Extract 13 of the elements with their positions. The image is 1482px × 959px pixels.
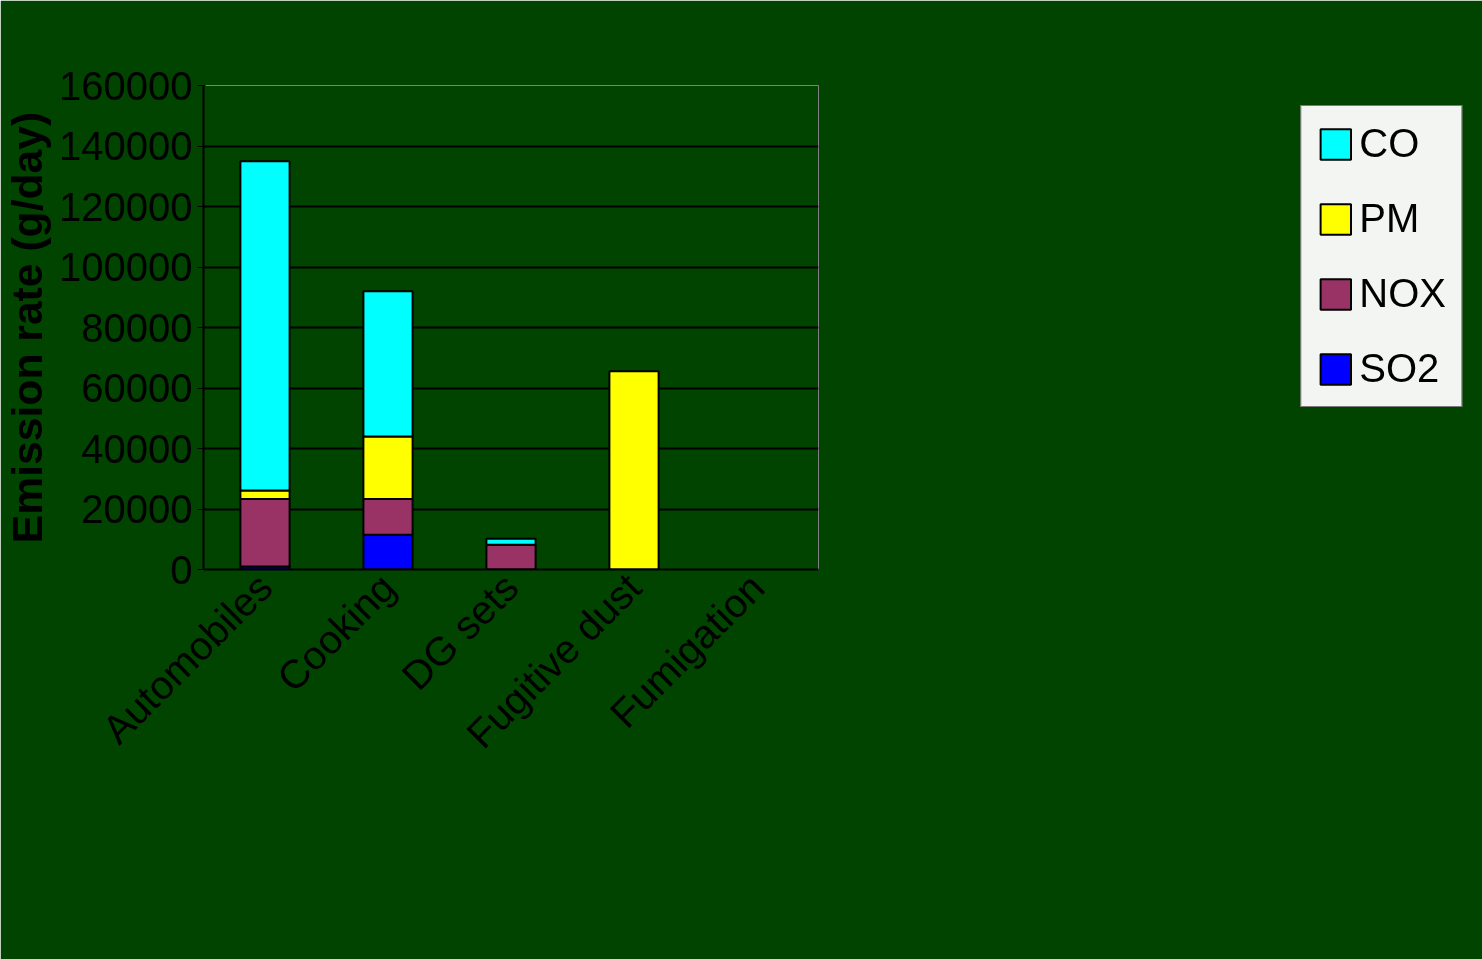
y-tick-label: 160000 bbox=[59, 63, 193, 108]
y-tick-label: 60000 bbox=[81, 366, 193, 410]
legend-label: SO2 bbox=[1359, 346, 1440, 391]
y-tick-label: 80000 bbox=[81, 305, 193, 350]
y-tick-label: 40000 bbox=[81, 426, 193, 471]
y-tick-label: 100000 bbox=[59, 245, 193, 289]
legend-label: PM bbox=[1359, 196, 1420, 241]
y-tick-label: 140000 bbox=[59, 124, 193, 168]
y-axis-title: Emission rate (g/day) bbox=[3, 111, 52, 544]
legend-label: CO bbox=[1359, 121, 1420, 166]
y-tick-label: 20000 bbox=[81, 487, 193, 531]
legend-label: NOX bbox=[1359, 271, 1446, 316]
y-tick-label: 120000 bbox=[59, 184, 193, 229]
